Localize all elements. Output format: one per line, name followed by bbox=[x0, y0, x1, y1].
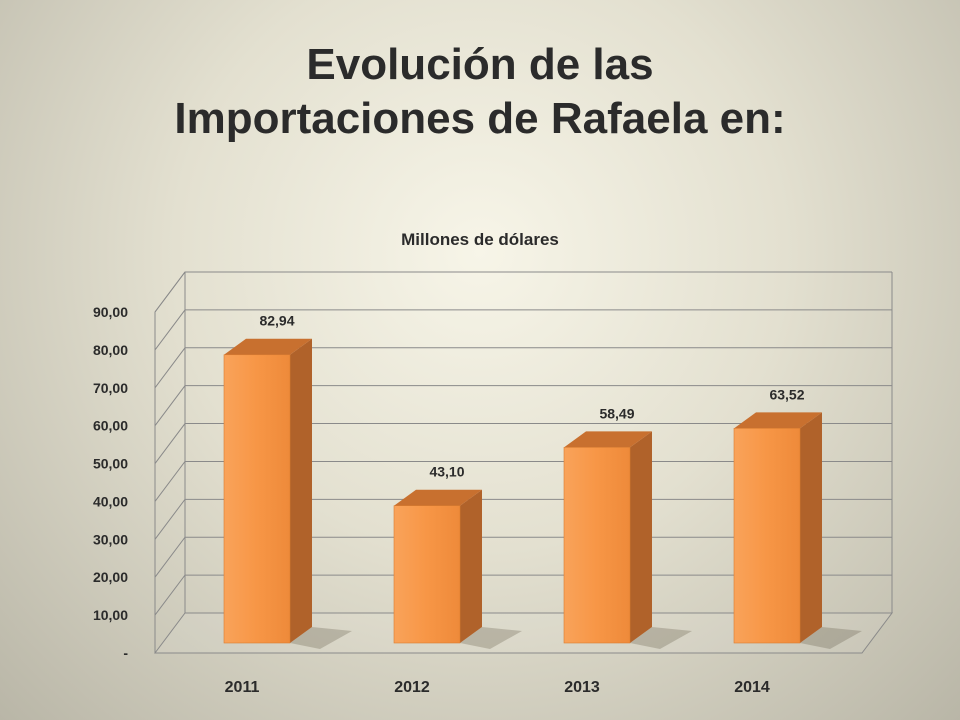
y-tick-label: 30,00 bbox=[93, 531, 128, 547]
chart-title: Millones de dólares bbox=[401, 230, 559, 249]
y-tick-label: 50,00 bbox=[93, 456, 128, 472]
bar-side bbox=[630, 431, 652, 643]
bar-shadow bbox=[290, 627, 352, 649]
x-tick-label: 2013 bbox=[564, 679, 600, 696]
bar-front bbox=[223, 354, 291, 644]
gridline bbox=[154, 574, 892, 616]
gridline bbox=[154, 309, 892, 351]
y-tick-label: 60,00 bbox=[93, 418, 128, 434]
bar-shadow bbox=[460, 627, 522, 649]
bar-top bbox=[734, 412, 822, 429]
bar-front bbox=[563, 447, 631, 644]
y-tick-label: 20,00 bbox=[93, 569, 128, 585]
bar-2014 bbox=[733, 412, 862, 649]
bar-2012 bbox=[393, 489, 522, 649]
x-tick-label: 2012 bbox=[394, 679, 430, 696]
slide-title-line-1: Evolución de las bbox=[306, 40, 654, 89]
y-tick-label: 80,00 bbox=[93, 342, 128, 358]
y-axis: - 10,00 20,00 30,00 40,00 50,00 60,00 70,00 80,0… bbox=[93, 304, 128, 661]
y-tick-label: 40,00 bbox=[93, 493, 128, 509]
gridline bbox=[154, 385, 892, 426]
bar-2011 bbox=[223, 338, 352, 649]
bars bbox=[223, 338, 862, 649]
x-tick-label: 2011 bbox=[225, 679, 260, 696]
bar-front bbox=[393, 505, 461, 644]
gridlines bbox=[154, 271, 893, 654]
slide-title: Evolución de las Importaciones de Rafael… bbox=[0, 38, 960, 146]
y-tick-label: 90,00 bbox=[93, 304, 128, 320]
bar-side bbox=[290, 338, 312, 643]
bar-top bbox=[564, 431, 652, 448]
y-tick-label: 70,00 bbox=[93, 380, 128, 396]
slide-title-line-2: Importaciones de Rafaela en: bbox=[174, 94, 786, 143]
data-label: 43,10 bbox=[429, 464, 464, 480]
gridline bbox=[154, 536, 892, 578]
bar-front bbox=[733, 428, 801, 644]
y-tick-label: 10,00 bbox=[93, 607, 128, 623]
gridline bbox=[154, 271, 892, 313]
chart-floor bbox=[154, 612, 893, 654]
data-label: 58,49 bbox=[599, 405, 634, 421]
bar-shadow bbox=[630, 627, 692, 649]
x-tick-label: 2014 bbox=[734, 679, 770, 696]
gridline bbox=[154, 347, 892, 389]
bar-top bbox=[224, 338, 312, 355]
gridline bbox=[154, 423, 892, 464]
bar-2013 bbox=[563, 431, 692, 649]
bar-top bbox=[394, 489, 482, 506]
labels: 82,94 2011 43,10 2012 58,49 2013 63,52 2014 bbox=[225, 313, 805, 696]
data-label: 63,52 bbox=[769, 386, 804, 402]
gridline bbox=[154, 498, 892, 540]
bar-side bbox=[800, 412, 822, 643]
bar-shadow bbox=[800, 627, 862, 649]
data-label: 82,94 bbox=[259, 313, 294, 329]
y-tick-label: - bbox=[123, 645, 128, 661]
bar-side bbox=[460, 489, 482, 643]
gridline bbox=[154, 460, 892, 502]
